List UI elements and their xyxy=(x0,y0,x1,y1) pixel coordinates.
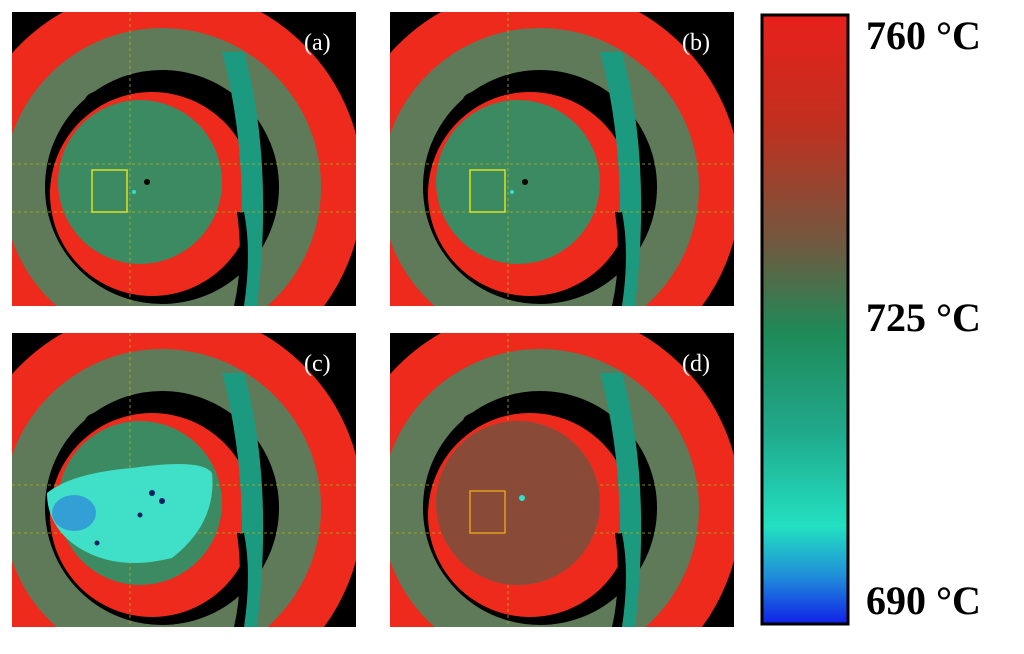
panel-label: (a) xyxy=(304,30,331,56)
panel: (c) xyxy=(0,330,356,649)
panel-label: (d) xyxy=(682,351,710,377)
panel: (d) xyxy=(362,330,734,649)
panel: (b) xyxy=(362,9,734,365)
panel-label: (b) xyxy=(682,30,710,56)
colorbar-label: 760 °C xyxy=(866,13,981,58)
panel-label: (c) xyxy=(304,351,331,377)
panel: (a) xyxy=(0,9,356,365)
colorbar-label: 690 °C xyxy=(866,578,981,623)
colorbar xyxy=(760,13,850,626)
colorbar-label: 725 °C xyxy=(866,295,981,340)
